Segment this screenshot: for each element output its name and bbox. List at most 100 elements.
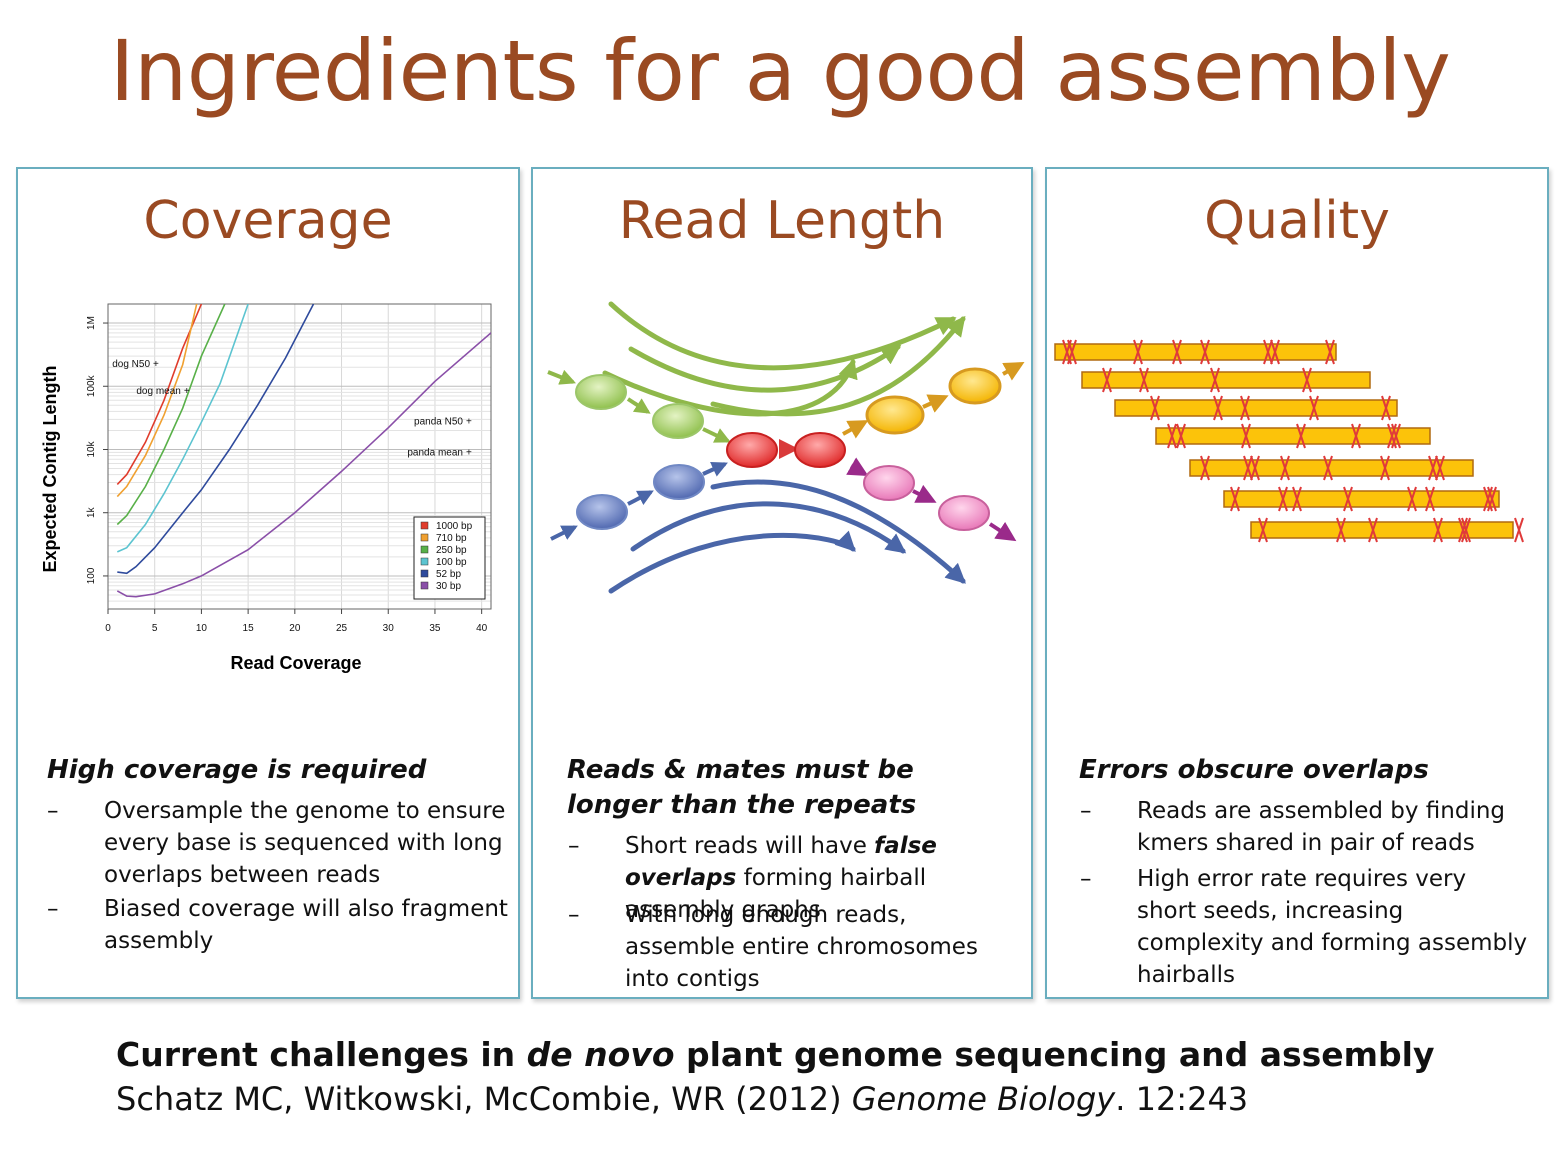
error-mark	[1302, 367, 1312, 393]
dash-6: –	[1080, 866, 1092, 892]
legend-swatch	[420, 581, 429, 590]
x-tick-label: 35	[429, 623, 441, 634]
blue-long-read-arcs	[608, 479, 966, 594]
error-mark	[1241, 423, 1251, 449]
y-tick-label: 100k	[86, 374, 97, 397]
error-mark	[1139, 367, 1149, 393]
legend-swatch	[420, 569, 429, 578]
plot-frame	[107, 303, 492, 610]
y-tick-label: 1k	[86, 506, 97, 518]
error-mark	[1102, 367, 1112, 393]
error-mark	[1336, 517, 1346, 543]
coverage-bullet-2: – Biased coverage will also fragment ass…	[47, 893, 509, 957]
error-mark	[1240, 395, 1250, 421]
error-mark	[1296, 423, 1306, 449]
x-tick-label: 30	[383, 623, 395, 634]
legend-label: 1000 bp	[436, 521, 473, 532]
series-line	[117, 304, 315, 575]
error-mark	[1325, 339, 1335, 365]
read-bar	[1250, 517, 1524, 543]
error-mark	[1387, 423, 1397, 449]
dash-1: –	[47, 798, 59, 824]
chart-series-lines	[116, 304, 491, 598]
y-tick-label: 1M	[86, 316, 97, 330]
quality-bullet-1: – Reads are assembled by finding kmers s…	[1080, 795, 1532, 859]
read-bar	[1223, 486, 1500, 512]
annotation-label: dog mean	[136, 386, 180, 397]
legend-swatch	[420, 521, 429, 530]
y-axis-ticks: 100 1k 10k 100k 1M	[86, 316, 108, 584]
quality-panel: Quality Errors obscure overlaps – Reads …	[1045, 167, 1549, 999]
read-bar	[1054, 339, 1337, 365]
error-mark	[1270, 339, 1280, 365]
y-tick-label: 10k	[86, 440, 97, 457]
error-mark	[1514, 517, 1524, 543]
x-tick-label: 40	[476, 623, 488, 634]
series-line	[116, 332, 491, 598]
error-mark	[1176, 423, 1186, 449]
legend-label: 100 bp	[436, 557, 467, 568]
green-node-1	[575, 374, 627, 410]
pink-node-1	[863, 465, 915, 501]
legend-swatch	[420, 533, 429, 542]
legend-label: 250 bp	[436, 545, 467, 556]
error-reads-diagram	[1054, 339, 1524, 543]
error-mark	[1167, 423, 1177, 449]
blue-node-2	[653, 464, 705, 500]
x-tick-label: 0	[105, 623, 111, 634]
series-line	[116, 304, 203, 485]
read-length-title: Read Length	[618, 191, 946, 251]
orange-node-1	[865, 395, 925, 435]
annotation-label: dog N50	[112, 359, 150, 370]
error-mark	[1210, 367, 1220, 393]
error-mark	[1428, 455, 1438, 481]
error-mark	[1368, 517, 1378, 543]
dash-3: –	[568, 833, 580, 859]
slide-title: Ingredients for a good assembly	[109, 22, 1451, 120]
x-tick-label: 5	[152, 623, 158, 634]
error-mark	[1258, 517, 1268, 543]
error-mark	[1309, 395, 1319, 421]
dash-2: –	[47, 896, 59, 922]
error-mark	[1230, 486, 1240, 512]
series-line	[116, 304, 249, 553]
annotation-marker: +	[184, 386, 190, 397]
legend-swatch	[420, 545, 429, 554]
red-node-1	[726, 432, 778, 468]
read-bar	[1081, 367, 1371, 393]
error-mark	[1278, 486, 1288, 512]
read-length-bullet-1: – Short reads will have false overlaps f…	[568, 830, 1020, 926]
series-line	[116, 304, 226, 526]
citation-reference: Schatz MC, Witkowski, McCombie, WR (2012…	[116, 1080, 1249, 1118]
series-line	[116, 304, 198, 498]
node-connector-arrows	[547, 362, 1025, 542]
legend-label: 710 bp	[436, 533, 467, 544]
error-mark	[1067, 339, 1077, 365]
x-axis-ticks: 0 5 10 15 20 25 30 35 40	[105, 609, 488, 634]
error-mark	[1458, 517, 1468, 543]
citation-title: Current challenges in de novo plant geno…	[116, 1035, 1435, 1074]
dash-5: –	[1080, 798, 1092, 824]
annotation-label: panda mean	[407, 448, 463, 459]
green-node-2	[652, 403, 704, 439]
y-tick-label: 100	[86, 567, 97, 584]
x-axis-title: Read Coverage	[230, 653, 361, 673]
legend-swatch	[420, 557, 429, 566]
error-mark	[1213, 395, 1223, 421]
error-mark	[1292, 486, 1302, 512]
error-mark	[1280, 455, 1290, 481]
x-tick-label: 20	[289, 623, 301, 634]
error-mark	[1351, 423, 1361, 449]
coverage-panel: Coverage 0 5 10 15 20 25 30 35 40 100 1k 10k 100k 1M…	[16, 167, 520, 999]
error-mark	[1200, 339, 1210, 365]
repeat-graph-diagram	[547, 301, 1025, 594]
coverage-bullet-1: – Oversample the genome to ensure every …	[47, 795, 509, 891]
chart-annotations: dog N50 +dog mean +panda N50 +panda mean +	[112, 359, 472, 458]
read-bar	[1155, 423, 1431, 449]
x-tick-label: 15	[243, 623, 255, 634]
error-mark	[1133, 339, 1143, 365]
error-mark	[1381, 395, 1391, 421]
error-mark	[1250, 455, 1260, 481]
